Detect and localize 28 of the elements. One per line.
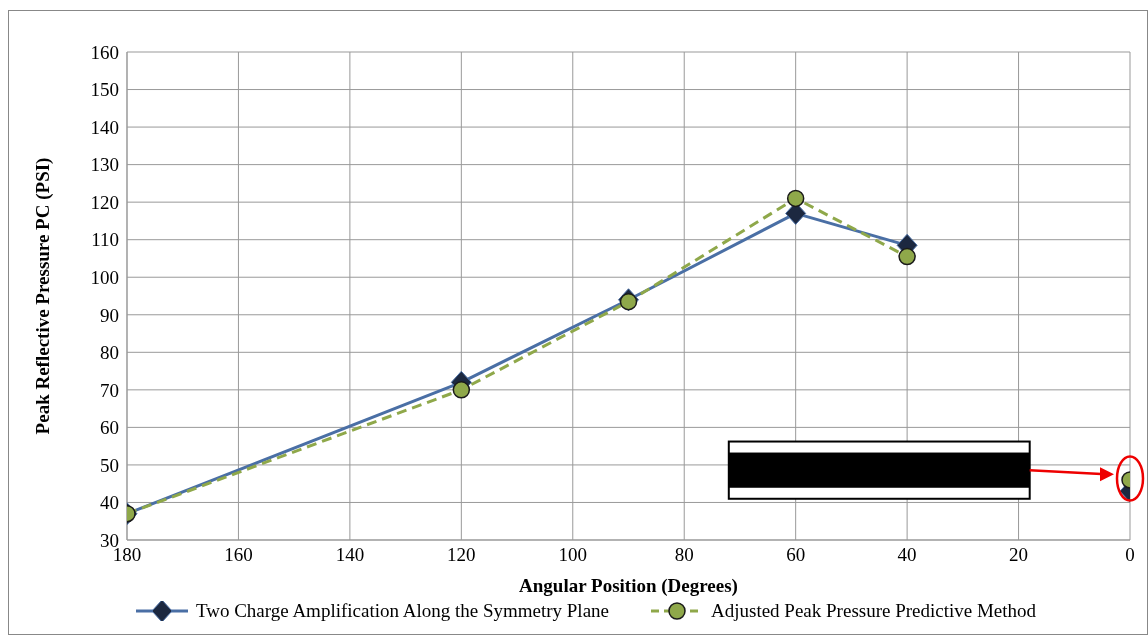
y-tick-label: 150 (90, 79, 119, 101)
x-tick-label: 120 (447, 544, 476, 566)
y-tick-label: 50 (100, 454, 119, 476)
y-tick-label: 80 (100, 342, 119, 364)
legend-label: Two Charge Amplification Along the Symmetry Plane (195, 600, 610, 622)
x-tick-label: 0 (1125, 544, 1135, 566)
legend-label: Adjusted Peak Pressure Predictive Method (711, 600, 1037, 622)
x-tick-label: 100 (558, 544, 588, 566)
point (452, 381, 471, 399)
y-tick-label: 100 (90, 266, 119, 288)
x-tick-label: 20 (1009, 544, 1029, 566)
y-tick-label: 60 (100, 417, 119, 439)
y-tick-label: 90 (100, 304, 119, 326)
x-tick-label: 140 (335, 544, 365, 566)
x-axis-title: Angular Position (Degrees) (519, 575, 738, 597)
y-tick-label: 140 (90, 116, 119, 138)
x-tick-label: 160 (224, 544, 253, 566)
y-tick-label: 110 (91, 229, 119, 251)
y-tick-label: 160 (90, 41, 119, 63)
x-tick-label: 40 (897, 544, 917, 566)
point (786, 189, 805, 208)
x-tick-label: 80 (674, 544, 694, 566)
y-tick-label: 130 (90, 154, 119, 176)
y-tick-label: 40 (100, 492, 119, 514)
y-tick-label: 120 (90, 191, 119, 213)
y-axis-title: Peak Reflective Pressure PC (PSI) (31, 157, 54, 435)
x-tick-label: 60 (786, 544, 806, 566)
y-tick-label: 70 (100, 379, 119, 401)
